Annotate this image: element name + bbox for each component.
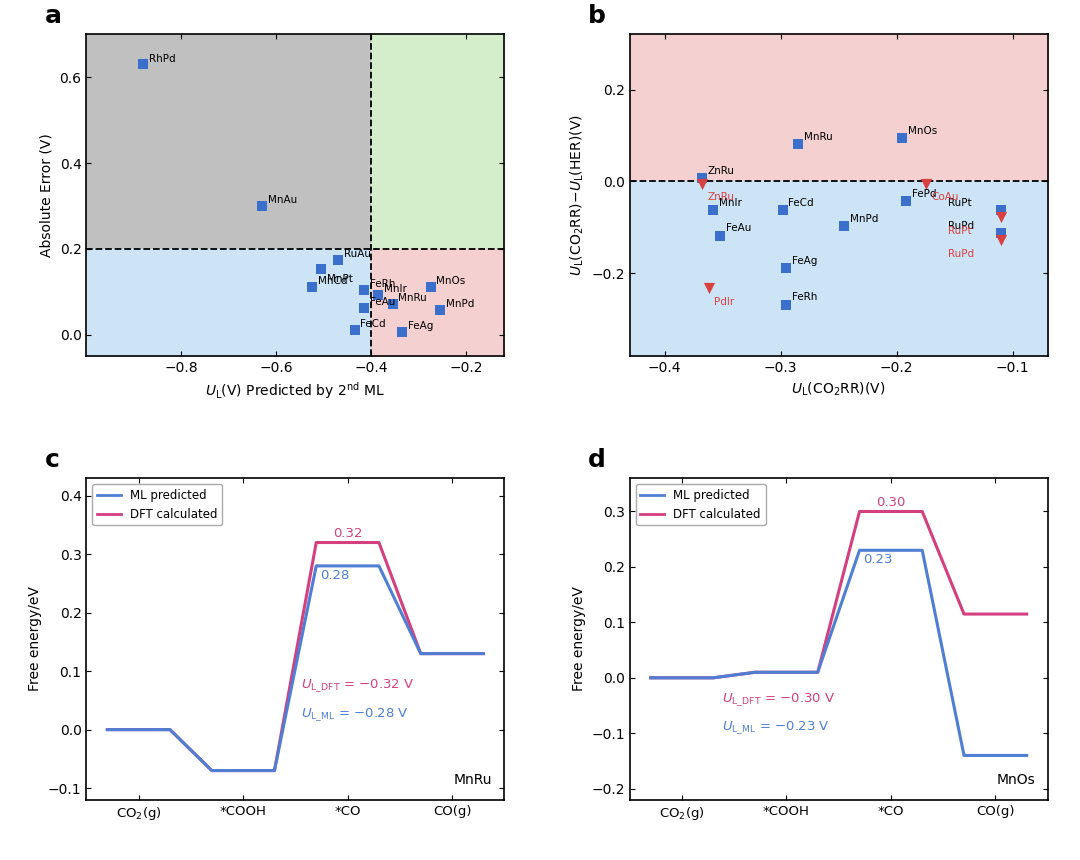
- Point: [894, 131, 912, 144]
- Point: [993, 233, 1010, 247]
- Point: [836, 219, 853, 233]
- Text: $U$$_{\mathrm{L\_DFT}}$ = −0.32 V: $U$$_{\mathrm{L\_DFT}}$ = −0.32 V: [300, 678, 414, 694]
- Text: FeCd: FeCd: [361, 320, 386, 329]
- Text: 0.32: 0.32: [333, 526, 363, 539]
- Point: [693, 177, 711, 191]
- Y-axis label: Free energy/eV: Free energy/eV: [28, 587, 42, 691]
- Text: CoAu: CoAu: [931, 193, 959, 202]
- Text: RuPd: RuPd: [948, 221, 974, 230]
- Text: MnPd: MnPd: [446, 299, 474, 309]
- Point: [393, 325, 410, 339]
- Point: [778, 261, 795, 274]
- Text: FeRh: FeRh: [792, 292, 818, 303]
- Point: [700, 281, 717, 295]
- Text: b: b: [588, 4, 606, 28]
- Point: [789, 137, 807, 150]
- Text: FeAu: FeAu: [726, 224, 752, 233]
- Text: MnRu: MnRu: [804, 132, 833, 142]
- Point: [993, 211, 1010, 224]
- Text: 0.28: 0.28: [321, 568, 350, 582]
- Point: [355, 301, 373, 315]
- Text: $U$$_{\mathrm{L\_ML}}$ = −0.23 V: $U$$_{\mathrm{L\_ML}}$ = −0.23 V: [721, 719, 829, 736]
- Text: MnIr: MnIr: [719, 198, 742, 208]
- Text: MnOs: MnOs: [908, 126, 937, 136]
- Text: RuPd: RuPd: [948, 249, 974, 259]
- Text: RuPt: RuPt: [948, 198, 972, 208]
- Text: FeAg: FeAg: [408, 321, 433, 331]
- Point: [778, 298, 795, 311]
- Text: MnRu: MnRu: [454, 773, 491, 787]
- Text: PdIr: PdIr: [714, 297, 734, 307]
- Point: [993, 203, 1010, 217]
- Text: c: c: [44, 448, 59, 472]
- Text: 0.30: 0.30: [876, 495, 905, 509]
- Text: MnCd: MnCd: [318, 276, 347, 286]
- Point: [774, 203, 792, 217]
- Point: [346, 323, 363, 337]
- Text: ZnRu: ZnRu: [707, 166, 734, 175]
- Text: RuAu: RuAu: [343, 249, 370, 259]
- Legend: ML predicted, DFT calculated: ML predicted, DFT calculated: [92, 484, 222, 525]
- Point: [355, 283, 373, 297]
- Point: [135, 58, 152, 71]
- Text: a: a: [44, 4, 62, 28]
- Text: MnPd: MnPd: [850, 214, 878, 224]
- Text: MnRu: MnRu: [399, 293, 427, 303]
- Text: MnOs: MnOs: [436, 276, 465, 286]
- Text: FePd: FePd: [912, 188, 936, 199]
- Text: FeRh: FeRh: [369, 280, 395, 289]
- Text: $U$$_{\mathrm{L\_DFT}}$ = −0.30 V: $U$$_{\mathrm{L\_DFT}}$ = −0.30 V: [721, 691, 835, 709]
- Text: MnOs: MnOs: [997, 773, 1035, 787]
- Text: $U$$_{\mathrm{L\_ML}}$ = −0.28 V: $U$$_{\mathrm{L\_ML}}$ = −0.28 V: [300, 707, 408, 723]
- Point: [712, 229, 729, 243]
- Point: [303, 280, 321, 293]
- Point: [897, 194, 915, 207]
- Y-axis label: Absolute Error (V): Absolute Error (V): [40, 133, 54, 257]
- Point: [329, 253, 347, 267]
- Text: MnAu: MnAu: [268, 195, 297, 206]
- Text: MnPt: MnPt: [327, 273, 353, 284]
- Point: [254, 199, 271, 212]
- X-axis label: $U_{\mathrm{L}}$(V) Predicted by 2$^{\mathrm{nd}}$ ML: $U_{\mathrm{L}}$(V) Predicted by 2$^{\ma…: [205, 380, 386, 402]
- Point: [993, 226, 1010, 240]
- Y-axis label: $U_{\mathrm{L}}$(CO$_2$RR)$-$$U_{\mathrm{L}}$(HER)(V): $U_{\mathrm{L}}$(CO$_2$RR)$-$$U_{\mathrm…: [568, 114, 585, 276]
- Point: [422, 280, 440, 293]
- Point: [369, 288, 387, 302]
- Text: MnIr: MnIr: [384, 285, 407, 294]
- X-axis label: $U_{\mathrm{L}}$(CO$_2$RR)(V): $U_{\mathrm{L}}$(CO$_2$RR)(V): [792, 380, 886, 398]
- Point: [313, 262, 330, 276]
- Text: FeAu: FeAu: [369, 298, 395, 307]
- Y-axis label: Free energy/eV: Free energy/eV: [571, 587, 585, 691]
- Point: [384, 297, 402, 310]
- Point: [917, 177, 934, 191]
- Text: FeAg: FeAg: [792, 255, 818, 266]
- Text: d: d: [588, 448, 606, 472]
- Point: [704, 203, 721, 217]
- Text: FeCd: FeCd: [788, 198, 814, 208]
- Text: RuPt: RuPt: [948, 226, 972, 236]
- Text: ZnRu: ZnRu: [707, 193, 734, 202]
- Point: [432, 303, 449, 316]
- Text: RhPd: RhPd: [149, 53, 176, 64]
- Point: [693, 171, 711, 185]
- Legend: ML predicted, DFT calculated: ML predicted, DFT calculated: [636, 484, 766, 525]
- Text: 0.23: 0.23: [864, 553, 893, 566]
